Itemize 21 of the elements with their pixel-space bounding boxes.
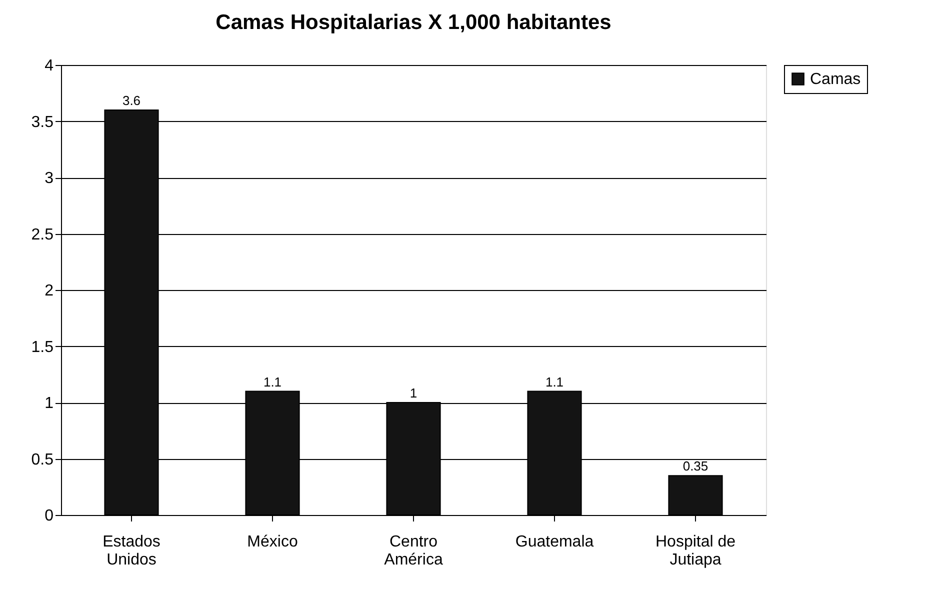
data-label: 1.1 xyxy=(263,374,282,390)
y-tick-label: 3.5 xyxy=(31,114,54,131)
y-tick-label: 1.5 xyxy=(31,338,54,356)
x-tick-label: México xyxy=(247,534,298,550)
x-tick-label: Hospital de Jutiapa xyxy=(655,534,736,568)
x-tick-label: Estados Unidos xyxy=(102,534,160,568)
data-label: 1.1 xyxy=(545,374,564,390)
y-tick-label: 3 xyxy=(44,170,54,187)
data-label: 0.35 xyxy=(682,458,708,474)
data-label: 3.6 xyxy=(122,93,141,108)
x-tick-label: Guatemala xyxy=(515,534,594,550)
y-tick-label: 2 xyxy=(44,282,54,300)
data-label: 1 xyxy=(410,386,418,400)
y-tick-label: 1 xyxy=(44,395,54,412)
x-tick-label: Centro América xyxy=(384,534,443,568)
y-tick-label: 2.5 xyxy=(31,226,54,244)
y-tick-label: 4 xyxy=(44,58,54,74)
chart-title: Camas Hospitalarias X 1,000 habitantes xyxy=(216,11,612,34)
y-tick-label: 0.5 xyxy=(31,451,54,468)
y-tick-label: 0 xyxy=(44,508,54,524)
legend-label: Camas xyxy=(810,71,861,88)
